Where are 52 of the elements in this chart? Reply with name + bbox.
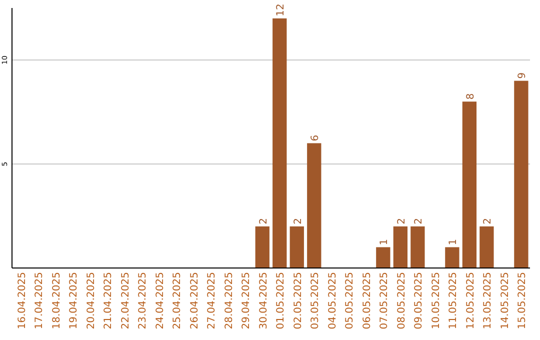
- x-tick-label: 09.05.2025: [414, 272, 425, 330]
- data-label: 9: [517, 72, 528, 79]
- data-label: 2: [292, 218, 304, 224]
- data-label: 2: [396, 218, 408, 224]
- x-tick-label: 19.04.2025: [68, 272, 80, 330]
- x-tick-label: 18.04.2025: [51, 272, 62, 330]
- x-tick-label: 24.04.2025: [154, 272, 166, 330]
- bar: [462, 102, 477, 268]
- bar: [290, 226, 304, 268]
- x-tick-label: 02.05.2025: [292, 272, 304, 330]
- bar: [307, 143, 322, 268]
- x-tick-label: 11.05.2025: [448, 272, 460, 330]
- bar: [255, 226, 270, 268]
- data-label: 1: [379, 238, 390, 246]
- x-tick-label: 15.05.2025: [517, 272, 528, 330]
- x-tick-label: 17.04.2025: [34, 272, 46, 330]
- x-tick-label: 20.04.2025: [86, 272, 97, 330]
- x-tick-label: 13.05.2025: [482, 272, 494, 330]
- x-tick-label: 10.05.2025: [430, 272, 442, 330]
- x-tick-label: 01.05.2025: [276, 272, 287, 330]
- x-tick-label: 06.05.2025: [362, 272, 373, 330]
- x-tick-label: 04.05.2025: [327, 272, 338, 330]
- x-tick-label: 14.05.2025: [500, 272, 511, 330]
- data-label: 2: [482, 218, 494, 224]
- x-tick-label: 22.04.2025: [120, 272, 132, 330]
- x-tick-label: 26.04.2025: [189, 272, 200, 330]
- x-tick-label: 08.05.2025: [396, 272, 408, 330]
- data-label: 12: [276, 4, 287, 16]
- x-tick-label: 27.04.2025: [206, 272, 218, 330]
- x-tick-label: 29.04.2025: [241, 272, 252, 330]
- data-label: 8: [465, 93, 476, 100]
- x-tick-label: 25.04.2025: [172, 272, 184, 330]
- x-tick-label: 21.04.2025: [103, 272, 114, 330]
- data-label: 2: [258, 218, 270, 224]
- x-tick-label: 07.05.2025: [379, 272, 390, 330]
- x-tick-label: 05.05.2025: [344, 272, 356, 330]
- x-tick-label: 03.05.2025: [310, 272, 322, 330]
- x-tick-label: 23.04.2025: [138, 272, 149, 330]
- bar: [514, 80, 528, 268]
- x-tick-label: 30.04.2025: [258, 272, 270, 330]
- data-label: 1: [448, 238, 460, 246]
- x-tick-label: 16.04.2025: [16, 272, 28, 330]
- bar: [272, 18, 287, 268]
- x-tick-label: 28.04.2025: [224, 272, 235, 330]
- bar: [445, 247, 460, 268]
- bar: [480, 226, 494, 268]
- data-label: 2: [414, 218, 425, 224]
- bar: [376, 247, 390, 268]
- x-tick-label: 12.05.2025: [465, 272, 476, 330]
- bar: [410, 226, 425, 268]
- bar: [393, 226, 408, 268]
- data-label: 6: [310, 134, 322, 142]
